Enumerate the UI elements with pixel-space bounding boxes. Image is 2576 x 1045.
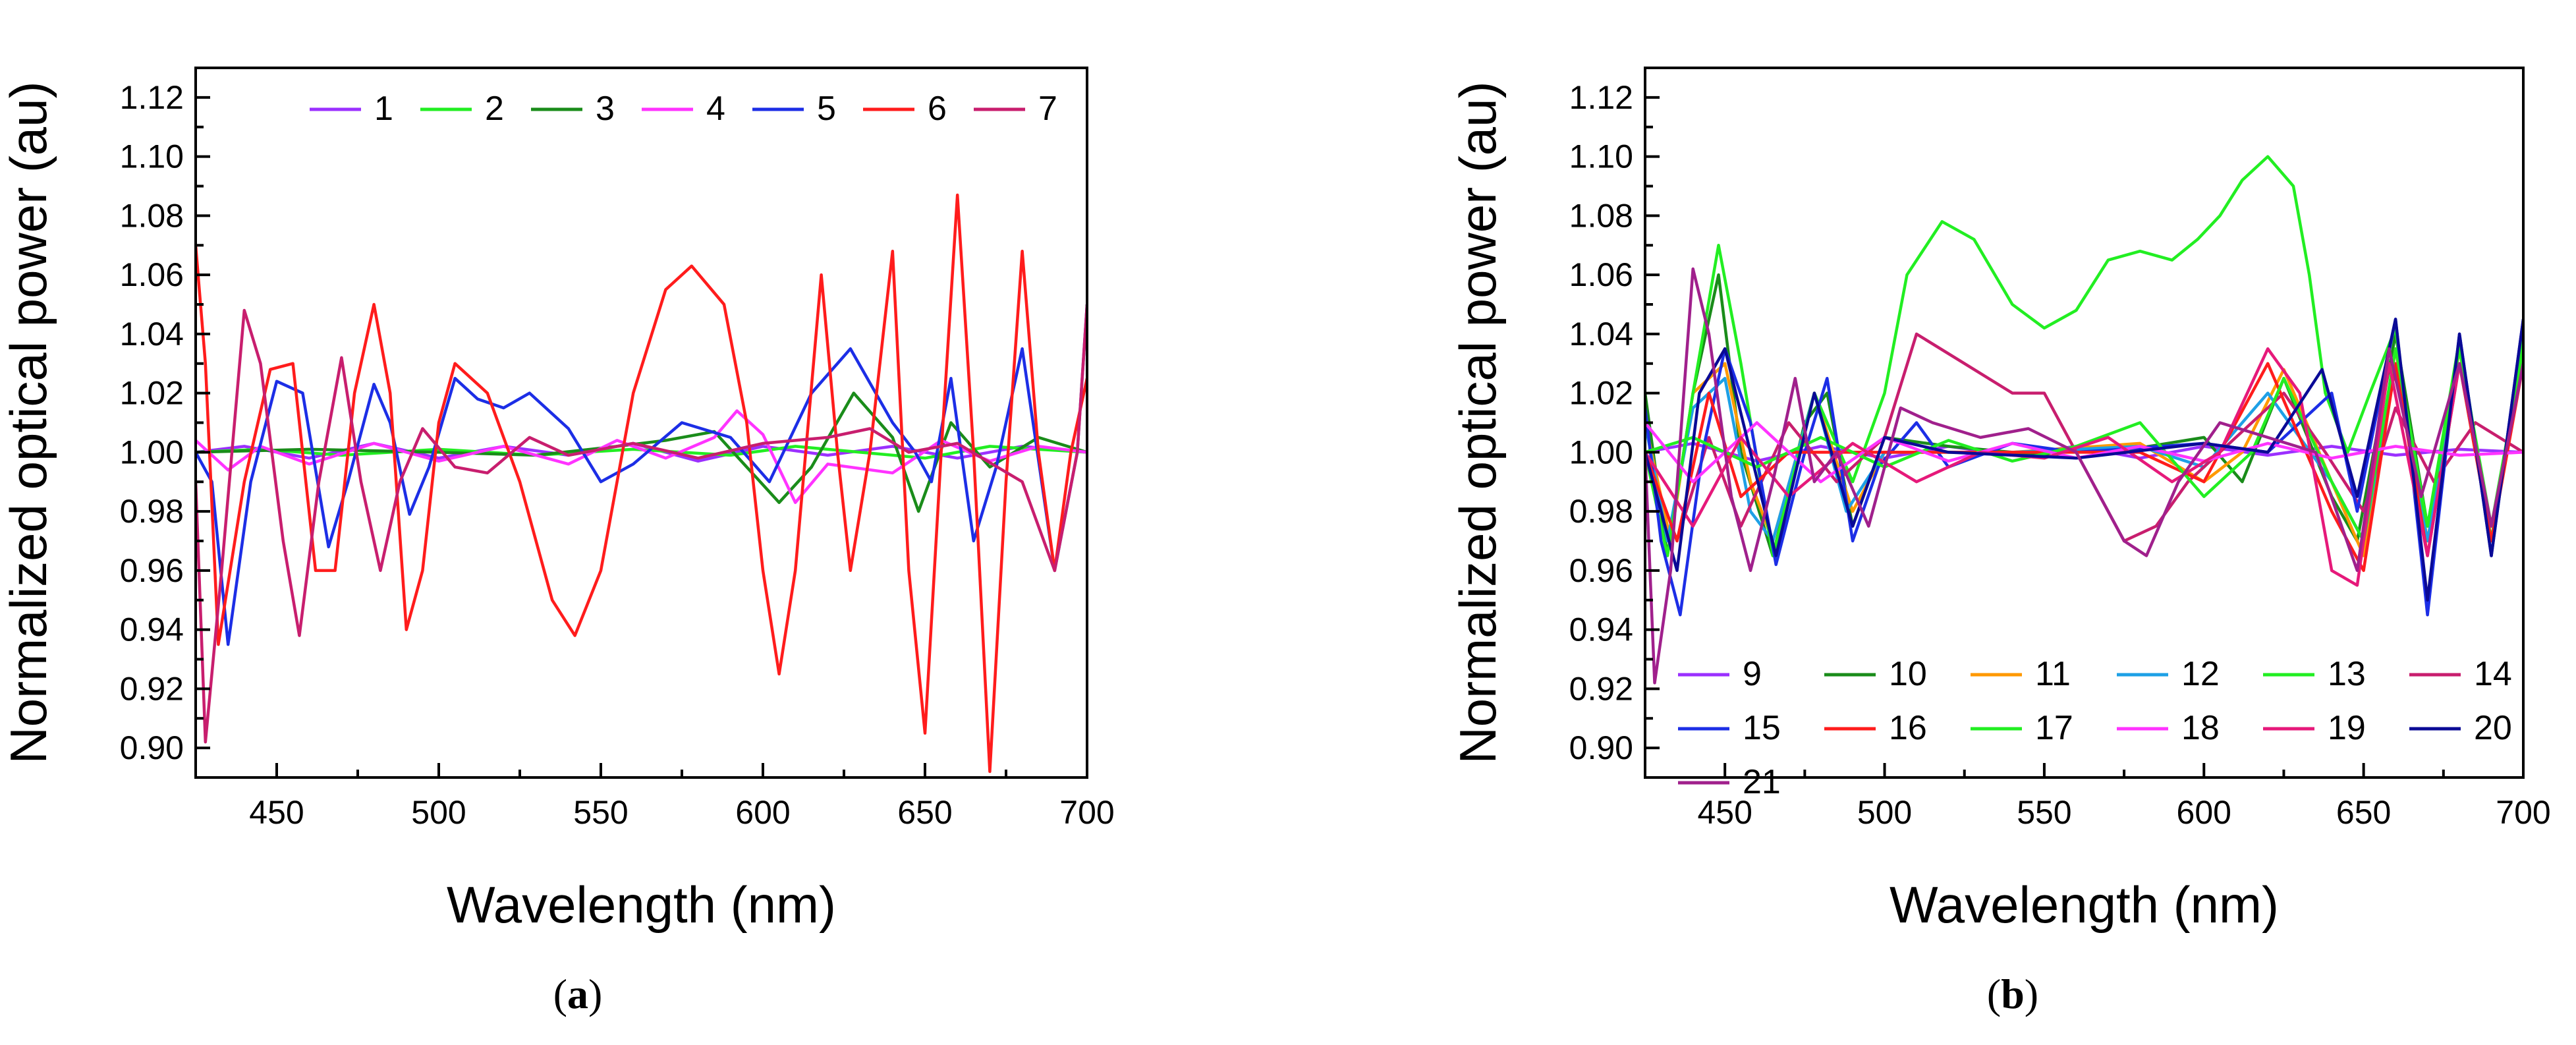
series-line-4: [196, 409, 1087, 504]
y-tick-label: 0.98: [1569, 493, 1633, 530]
y-tick-label: 0.96: [120, 552, 184, 589]
y-axis-title: Normalized optical power (au): [0, 81, 57, 764]
y-tick-label: 1.02: [1569, 375, 1633, 412]
x-tick-label: 700: [1059, 794, 1114, 831]
legend-label-20: 20: [2474, 709, 2512, 747]
legend-label-5: 5: [817, 90, 836, 128]
y-axis-title: Normalized optical power (au): [1449, 81, 1507, 764]
series-group: [196, 193, 1087, 774]
legend-label-1: 1: [374, 90, 393, 128]
panel-b-chart: 450 500 550 600 650 700 0.90 0.92 0.94 0.96 0.98 1.…: [1449, 67, 2551, 934]
panel-a-caption-letter: a: [567, 971, 588, 1017]
y-tick-label: 0.96: [1569, 552, 1633, 589]
y-tick-label: 1.04: [1569, 316, 1633, 353]
y-tick-label: 1.12: [1569, 79, 1633, 116]
x-tick-label: 550: [573, 794, 628, 831]
legend-label-11: 11: [2035, 655, 2071, 693]
x-tick-label: 550: [2017, 794, 2071, 831]
y-tick-label: 0.92: [1569, 670, 1633, 707]
legend-label-21: 21: [1743, 763, 1781, 801]
legend-label-19: 19: [2328, 709, 2366, 747]
legend-label-13: 13: [2328, 655, 2366, 693]
x-tick-label: 500: [411, 794, 466, 831]
y-tick-label: 0.90: [120, 729, 184, 766]
x-tick-label: 650: [897, 794, 952, 831]
y-tick-label: 1.08: [1569, 197, 1633, 234]
y-tick-label: 1.08: [120, 197, 184, 234]
y-tick-label: 1.12: [120, 79, 184, 116]
x-tick-label: 450: [249, 794, 304, 831]
legend-label-18: 18: [2181, 709, 2220, 747]
series-line-6: [196, 193, 1087, 774]
series-line-7: [196, 304, 1087, 744]
series-line-20: [1645, 318, 2523, 602]
x-axis-title: Wavelength (nm): [447, 876, 836, 934]
legend: 9 10 11 12 13 14 15 16 17 18 19 20 21: [1678, 655, 2512, 801]
x-tick-label: 500: [1857, 794, 1912, 831]
legend-label-7: 7: [1038, 90, 1057, 128]
series-line-19: [1645, 347, 2523, 587]
legend-label-3: 3: [596, 90, 615, 128]
panel-a-chart: 450 500 550 600 650 700 0.90 0.92 0.94 0.96 0.98 1.…: [0, 67, 1115, 934]
y-tick-label: 1.00: [1569, 434, 1633, 470]
series-line-5: [196, 304, 1087, 646]
x-tick-label: 700: [2496, 794, 2550, 831]
series-line-10: [1645, 273, 2523, 557]
series-line-17: [1645, 347, 2523, 543]
panel-b-caption-letter: b: [2001, 971, 2025, 1017]
y-tick-label: 0.90: [1569, 729, 1633, 766]
x-axis-title: Wavelength (nm): [1890, 876, 2279, 934]
legend-label-9: 9: [1743, 655, 1762, 693]
legend-label-4: 4: [706, 90, 725, 128]
legend-label-10: 10: [1889, 655, 1927, 693]
legend-label-12: 12: [2181, 655, 2220, 693]
x-tick-label: 600: [2177, 794, 2231, 831]
legend-label-15: 15: [1743, 709, 1781, 747]
y-tick-label: 0.94: [1569, 611, 1633, 648]
legend-label-14: 14: [2474, 655, 2512, 693]
y-tick-label: 1.10: [120, 138, 184, 175]
y-tick-label: 1.10: [1569, 138, 1633, 175]
y-tick-label: 0.92: [120, 670, 184, 707]
series-line-3: [196, 391, 1087, 513]
y-tick-label: 1.02: [120, 375, 184, 412]
y-tick-label: 1.04: [120, 316, 184, 353]
y-tick-label: 0.98: [120, 493, 184, 530]
panel-b-caption: (b): [1987, 971, 2038, 1017]
y-tick-label: 0.94: [120, 611, 184, 648]
x-tick-label: 650: [2336, 794, 2391, 831]
series-group: [1645, 155, 2523, 685]
legend-label-2: 2: [485, 90, 504, 128]
panel-a-caption: (a): [553, 971, 603, 1017]
x-tick-label: 450: [1697, 794, 1752, 831]
x-tick-label: 600: [735, 794, 790, 831]
legend-label-6: 6: [928, 90, 947, 128]
y-tick-label: 1.06: [120, 256, 184, 293]
series-line-21: [1645, 267, 2523, 685]
series-line-13: [1645, 155, 2523, 557]
legend: 1 2 3 4 5 6 7: [310, 90, 1057, 128]
legend-label-17: 17: [2035, 709, 2073, 747]
y-tick-label: 1.06: [1569, 256, 1633, 293]
legend-label-16: 16: [1889, 709, 1927, 747]
y-tick-label: 1.00: [120, 434, 184, 470]
